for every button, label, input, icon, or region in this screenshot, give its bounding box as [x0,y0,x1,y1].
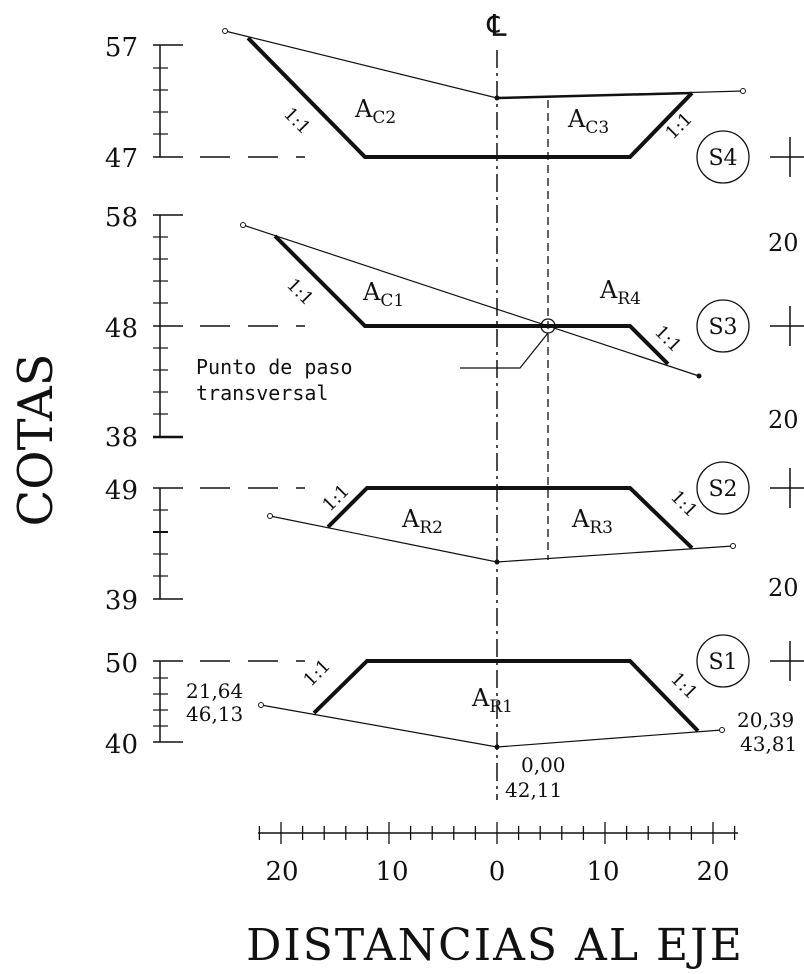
s1-right-dist: 20,39 [737,708,794,732]
centerline-symbol: ℄ [486,9,507,44]
section-s1: 50 40 1:1 1:1 AR1 21,64 46,13 0,00 42,11… [105,635,804,802]
s4-area-left: AC2 [354,95,396,128]
s3-station-cross [770,306,804,346]
s1-center-dist: 0,00 [521,753,566,777]
s4-station-cross [770,137,804,177]
s3-area-left: AC1 [362,278,404,311]
s4-elevation-scale [153,45,183,157]
transverse-leader-line [460,333,548,368]
x-tick-label: 0 [489,857,506,887]
s4-elev-bottom: 47 [105,144,138,174]
x-tick-label: 10 [586,857,619,887]
s1-area: AR1 [471,684,513,717]
s3-elev-top: 58 [105,203,138,233]
centerline: ℄ [486,9,507,800]
s2-slope-right: 1:1 [666,486,701,521]
section-s2: 49 39 1:1 1:1 AR2 AR3 S2 20 [105,462,804,616]
s1-left-elev: 46,13 [186,702,243,726]
s2-label: S2 [708,477,737,502]
station-label-1: 20 [768,229,799,257]
s2-elev-bottom: 39 [105,586,138,616]
s2-station-cross [770,468,804,508]
s3-label: S3 [708,315,737,340]
s1-elev-bottom: 40 [105,730,138,760]
x-axis-title: DISTANCIAS AL EJE [246,920,744,971]
s4-ground-line [225,31,743,98]
transverse-note-line1: Punto de paso [196,355,353,379]
s4-elev-top: 57 [105,33,138,63]
station-label-2: 20 [768,406,799,434]
s2-slope-left: 1:1 [318,480,353,515]
s3-elevation-scale [153,215,183,437]
section-s3: 58 48 38 Punto de paso transversal 1:1 1… [105,203,804,453]
x-scale: 20 10 0 10 20 [258,822,738,887]
s4-road-template [248,38,692,157]
s3-elev-bottom: 38 [105,423,138,453]
x-tick-label: 20 [265,857,298,887]
s1-road-template [314,661,698,731]
section-s4: 57 47 1:1 1:1 AC2 AC3 S4 [105,29,804,184]
s1-left-dist: 21,64 [186,679,243,703]
x-tick-label: 20 [696,857,729,887]
station-label-3: 20 [768,574,799,602]
x-tick-label: 10 [375,857,408,887]
s4-slope-left: 1:1 [279,103,314,138]
s1-slope-right: 1:1 [666,668,701,703]
s3-area-right: AR4 [599,276,641,309]
s1-elevation-scale [153,661,183,742]
s1-label: S1 [708,650,737,675]
y-axis-title: COTAS [8,353,64,526]
s1-elev-top: 50 [105,649,138,679]
s4-label: S4 [708,146,737,171]
s1-station-cross [770,641,804,681]
s1-right-elev: 43,81 [740,732,797,756]
s3-slope-left: 1:1 [282,274,317,309]
transverse-note-line2: transversal [196,381,328,405]
s3-elev-mid: 48 [105,314,138,344]
s1-center-elev: 42,11 [505,778,562,802]
s2-elevation-scale [153,488,183,599]
s4-area-right: AC3 [567,105,609,138]
s2-area-left: AR2 [401,505,443,538]
s2-area-right: AR3 [571,505,613,538]
s4-slope-right: 1:1 [661,108,696,143]
s2-elev-top: 49 [105,476,138,506]
